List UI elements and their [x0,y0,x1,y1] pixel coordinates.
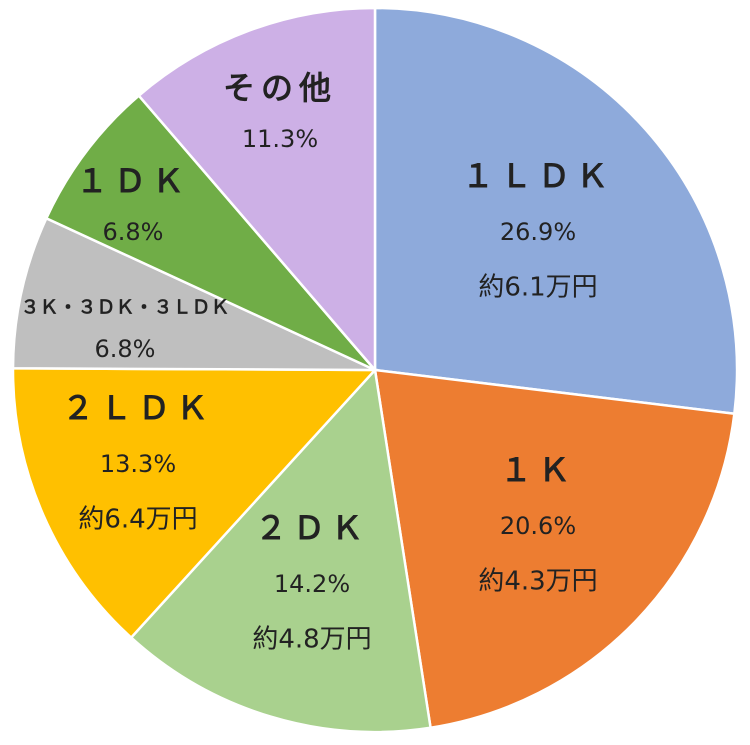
slice-label-group-2: ２ＤＫ 14.2% 約4.8万円 [252,509,371,655]
slice-label-group-1: １Ｋ 20.6% 約4.3万円 [478,451,597,597]
slices-layer [11,6,739,734]
slice-rent-label-1: 約4.3万円 [478,567,597,597]
labels-layer: １ＬＤＫ 26.9% 約6.1万円 １Ｋ 20.6% 約4.3万円 ２ＤＫ 14.2% 約4.8… [20,69,614,655]
slice-label-group-6: その他 11.3% [223,69,337,153]
slice-label-group-4: ３Ｋ・３ＤＫ・３ＬＤＫ 6.8% [20,297,229,364]
slice-rent-label-2: 約4.8万円 [252,625,371,655]
pie-slice-3 [11,367,378,640]
slice-label-group-3: ２ＬＤＫ 13.3% 約6.4万円 [62,389,214,535]
slice-percent-label-3: 13.3% [100,450,176,478]
slice-name-label-0: １ＬＤＫ [462,157,614,195]
slice-percent-label-5: 6.8% [103,218,164,246]
slice-name-label-5: １ＤＫ [76,162,190,200]
slice-percent-label-4: 6.8% [95,335,156,363]
pie-slice-5 [44,93,376,372]
slice-percent-label-2: 14.2% [274,570,350,598]
slice-rent-label-0: 約6.1万円 [478,273,597,303]
pie-slice-2 [129,367,432,734]
slice-name-label-3: ２ＬＤＫ [62,389,214,427]
slice-percent-label-1: 20.6% [500,512,576,540]
slice-percent-label-6: 11.3% [242,125,318,153]
slice-percent-label-0: 26.9% [500,218,576,246]
slice-name-label-6: その他 [223,69,337,107]
pie-slice-1 [373,368,736,730]
pie-slice-0 [373,6,739,416]
slice-label-group-5: １ＤＫ 6.8% [76,162,190,246]
slice-rent-label-3: 約6.4万円 [78,505,197,535]
slice-name-label-2: ２ＤＫ [255,509,369,547]
slice-name-label-4: ３Ｋ・３ＤＫ・３ＬＤＫ [20,297,229,319]
pie-slice-6 [137,6,377,374]
pie-slice-4 [11,216,376,372]
slice-label-group-0: １ＬＤＫ 26.9% 約6.1万円 [462,157,614,303]
slice-name-label-1: １Ｋ [500,451,576,489]
